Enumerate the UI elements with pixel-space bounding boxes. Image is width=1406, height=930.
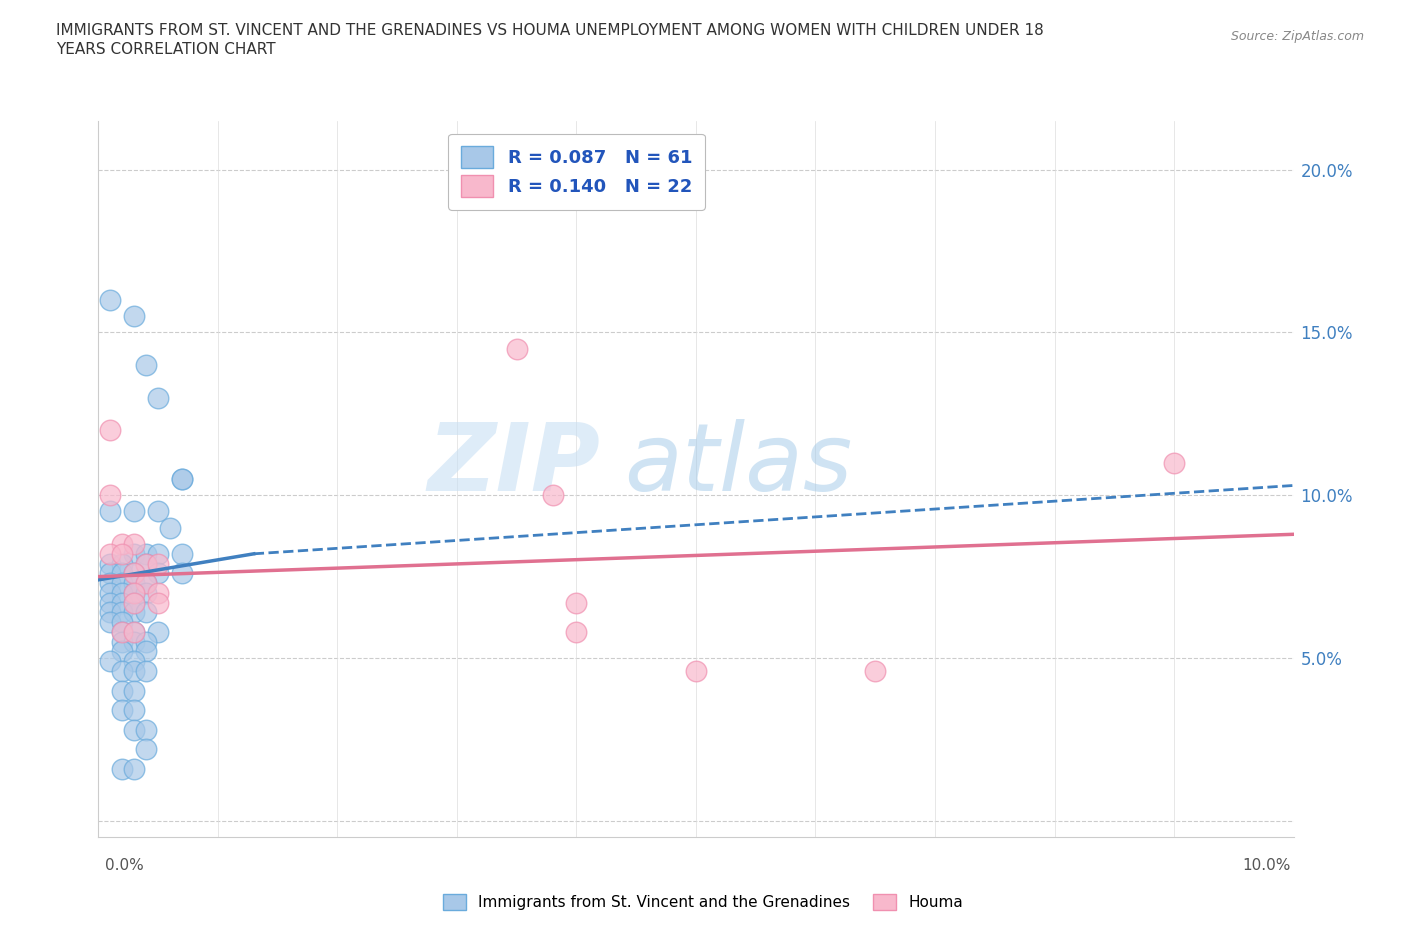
Point <box>135 742 157 757</box>
Point <box>541 487 564 502</box>
Point <box>506 341 529 356</box>
Point <box>111 565 134 580</box>
Point <box>100 586 122 601</box>
Point <box>100 615 122 630</box>
Point <box>124 565 146 580</box>
Point <box>159 521 181 536</box>
Point <box>124 703 146 718</box>
Point <box>111 586 134 601</box>
Point <box>111 576 134 591</box>
Text: YEARS CORRELATION CHART: YEARS CORRELATION CHART <box>56 42 276 57</box>
Text: atlas: atlas <box>624 419 852 511</box>
Point <box>111 644 134 658</box>
Point <box>1163 455 1185 470</box>
Point <box>124 722 146 737</box>
Point <box>124 634 146 649</box>
Point <box>124 625 146 640</box>
Point <box>148 556 170 571</box>
Point <box>685 664 707 679</box>
Point <box>111 537 134 551</box>
Text: IMMIGRANTS FROM ST. VINCENT AND THE GRENADINES VS HOUMA UNEMPLOYMENT AMONG WOMEN: IMMIGRANTS FROM ST. VINCENT AND THE GREN… <box>56 23 1045 38</box>
Point <box>135 547 157 562</box>
Point <box>135 605 157 620</box>
Point <box>111 595 134 610</box>
Point <box>100 605 122 620</box>
Point <box>148 565 170 580</box>
Point <box>135 634 157 649</box>
Point <box>135 556 157 571</box>
Point <box>111 615 134 630</box>
Point <box>111 703 134 718</box>
Point <box>148 595 170 610</box>
Point <box>172 472 194 486</box>
Point <box>124 537 146 551</box>
Point <box>148 625 170 640</box>
Point <box>124 605 146 620</box>
Point <box>135 576 157 591</box>
Point <box>100 292 122 307</box>
Point <box>148 504 170 519</box>
Point <box>100 422 122 438</box>
Point <box>172 547 194 562</box>
Point <box>172 565 194 580</box>
Legend: Immigrants from St. Vincent and the Grenadines, Houma: Immigrants from St. Vincent and the Gren… <box>436 886 970 918</box>
Point <box>124 547 146 562</box>
Point <box>111 547 134 562</box>
Point <box>135 576 157 591</box>
Point <box>124 654 146 669</box>
Point <box>148 390 170 405</box>
Point <box>100 595 122 610</box>
Point <box>135 664 157 679</box>
Point <box>135 644 157 658</box>
Point <box>100 565 122 580</box>
Point <box>124 586 146 601</box>
Point <box>124 595 146 610</box>
Point <box>865 664 887 679</box>
Legend: R = 0.087   N = 61, R = 0.140   N = 22: R = 0.087 N = 61, R = 0.140 N = 22 <box>449 134 704 210</box>
Point <box>148 586 170 601</box>
Point <box>124 664 146 679</box>
Point <box>111 634 134 649</box>
Point <box>565 625 588 640</box>
Point <box>124 586 146 601</box>
Point <box>111 625 134 640</box>
Point <box>111 605 134 620</box>
Text: Source: ZipAtlas.com: Source: ZipAtlas.com <box>1230 30 1364 43</box>
Point <box>124 309 146 324</box>
Point <box>124 761 146 776</box>
Point <box>135 586 157 601</box>
Point <box>100 504 122 519</box>
Point <box>124 576 146 591</box>
Point <box>135 722 157 737</box>
Point <box>100 547 122 562</box>
Point <box>565 595 588 610</box>
Point <box>111 683 134 698</box>
Text: 0.0%: 0.0% <box>105 857 145 872</box>
Point <box>111 664 134 679</box>
Point <box>111 625 134 640</box>
Point <box>124 683 146 698</box>
Point <box>100 576 122 591</box>
Point <box>124 595 146 610</box>
Point <box>100 654 122 669</box>
Point <box>111 556 134 571</box>
Point <box>124 504 146 519</box>
Point <box>148 547 170 562</box>
Point <box>135 556 157 571</box>
Point <box>172 472 194 486</box>
Point <box>124 625 146 640</box>
Point <box>100 487 122 502</box>
Text: 10.0%: 10.0% <box>1243 857 1291 872</box>
Text: ZIP: ZIP <box>427 418 600 511</box>
Point <box>100 556 122 571</box>
Point <box>111 761 134 776</box>
Point <box>135 357 157 372</box>
Point <box>124 565 146 580</box>
